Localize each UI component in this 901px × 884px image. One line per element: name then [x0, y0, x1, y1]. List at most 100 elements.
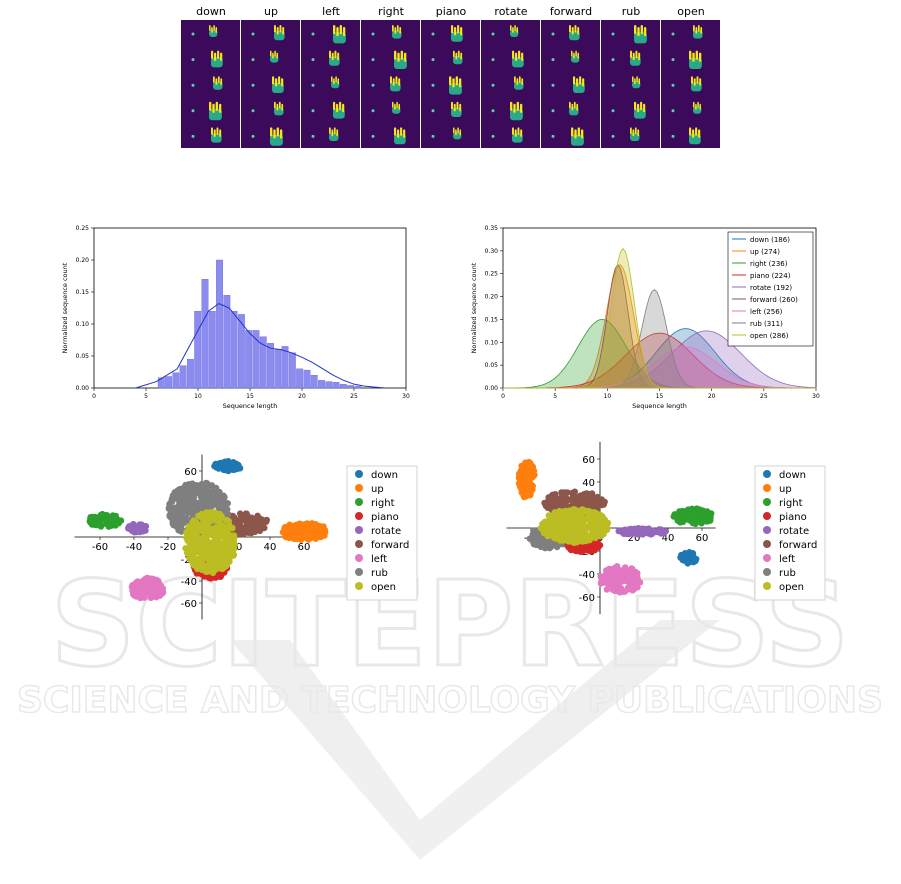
kde-xtick-label: 5	[553, 393, 557, 400]
tsne2-point-up	[525, 458, 532, 466]
hand-finger-up-0-3	[282, 27, 285, 35]
tsne1-point-up	[287, 525, 294, 533]
hand-palm-forward-0	[569, 31, 580, 41]
frame-dot-down-0	[191, 32, 195, 36]
tsne1-point-rub	[223, 510, 230, 517]
hist-bar	[310, 375, 318, 389]
frame-dot-open-1	[671, 58, 675, 62]
tsne1-point-left	[129, 587, 136, 594]
kde-ytick-label: 0.05	[485, 362, 499, 369]
tsne2-legend-label-right: right	[779, 498, 803, 509]
tsne1-legend-label-left: left	[371, 554, 387, 565]
hist-bar	[303, 369, 311, 389]
tsne1-legend-label-rub: rub	[371, 568, 388, 579]
hand-finger-rotate-3-0	[510, 101, 513, 111]
hist-xtick-label: 30	[402, 393, 410, 400]
hand-finger-piano-3-2	[456, 101, 459, 110]
hand-palm-left-0	[333, 32, 346, 44]
hand-finger-left-4-0	[329, 127, 331, 135]
hand-finger-rotate-1-1	[515, 52, 518, 61]
gesture-label-down: down	[196, 5, 226, 18]
tsne1-xtick-label: -60	[92, 542, 108, 553]
tsne1-point-rub	[178, 526, 185, 533]
hand-palm-piano-4	[453, 132, 462, 140]
hand-palm-rotate-3	[510, 109, 523, 121]
tsne2-point-forward	[585, 496, 593, 503]
hand-palm-up-4	[270, 134, 283, 146]
hand-palm-left-4	[329, 132, 339, 141]
tsne1-point-rub	[208, 503, 216, 510]
hand-finger-left-3-0	[333, 101, 336, 111]
hand-finger-open-2-2	[696, 76, 699, 84]
hist-bar	[267, 343, 274, 389]
tsne2-legend-label-rotate: rotate	[779, 526, 809, 537]
tsne2-point-open	[590, 514, 597, 521]
hand-palm-up-0	[274, 31, 285, 41]
hand-finger-forward-4-1	[574, 129, 577, 139]
hist-bar	[274, 349, 282, 389]
hand-finger-forward-3-2	[573, 101, 576, 109]
hand-finger-rub-3-0	[634, 101, 637, 111]
tsne1-point-forward	[248, 514, 255, 521]
hist-bar	[179, 365, 187, 389]
hand-finger-forward-2-1	[576, 78, 579, 87]
tsne1-point-forward	[251, 526, 258, 533]
gesture-frame-column-forward	[541, 20, 600, 148]
frame-dot-rub-2	[611, 83, 615, 87]
tsne1-legend-swatch-down	[355, 470, 363, 478]
hand-finger-up-2-0	[272, 76, 275, 85]
kde-xtick-label: 20	[708, 393, 716, 400]
hand-finger-rub-2-0	[632, 76, 634, 83]
tsne2-point-rub	[537, 535, 544, 543]
hand-palm-piano-1	[453, 56, 463, 65]
hand-palm-rub-1	[630, 56, 641, 66]
hand-finger-right-0-0	[392, 25, 394, 32]
watermark: SCITEPRESS SCIENCE AND TECHNOLOGY PUBLIC…	[16, 554, 884, 860]
hand-finger-piano-4-3	[459, 129, 462, 136]
hist-ytick-label: 0.25	[76, 225, 90, 232]
gesture-frame-column-up	[241, 20, 300, 148]
tsne2-ytick-label: -40	[579, 570, 595, 581]
tsne2-legend-swatch-right	[763, 498, 771, 506]
frame-dot-forward-0	[551, 32, 555, 36]
tsne1-point-left	[151, 579, 158, 586]
hand-finger-piano-2-2	[455, 76, 459, 86]
frame-dot-rotate-4	[491, 134, 495, 138]
tsne1-ytick-label: 60	[184, 467, 197, 478]
frame-dot-rub-1	[611, 58, 615, 62]
tsne1-point-open	[203, 568, 211, 575]
hand-finger-piano-4-0	[453, 127, 455, 134]
frame-dot-up-3	[251, 109, 255, 113]
tsne2-point-right	[679, 513, 686, 520]
kde-ytick-label: 0.10	[485, 339, 499, 346]
tsne1-point-piano	[207, 575, 215, 582]
hand-palm-left-2	[331, 81, 340, 89]
tsne1-ytick-label: -60	[181, 599, 197, 610]
tsne2-legend-swatch-down	[763, 470, 771, 478]
tsne1-point-up	[296, 524, 304, 531]
hand-finger-left-3-3	[342, 103, 345, 113]
frame-dot-rotate-2	[491, 83, 495, 87]
hand-finger-rub-3-3	[643, 103, 646, 113]
kde-xtick-label: 10	[604, 393, 612, 400]
hand-palm-rub-4	[630, 132, 640, 141]
hand-finger-down-2-2	[217, 76, 220, 83]
tsne1-point-rub	[175, 519, 182, 527]
tsne2-point-open	[598, 514, 605, 522]
hand-finger-open-3-1	[695, 103, 697, 110]
frame-dot-rotate-0	[491, 32, 495, 36]
tsne2-point-open	[592, 534, 599, 542]
hand-finger-right-4-0	[394, 127, 397, 136]
kde-ytick-label: 0.20	[485, 294, 499, 301]
tsne2-point-left	[613, 563, 621, 570]
frame-dot-right-0	[371, 32, 375, 36]
hand-finger-rub-4-3	[637, 129, 640, 137]
hand-finger-up-2-1	[275, 78, 278, 87]
kde-xlabel: Sequence length	[632, 402, 687, 410]
hand-finger-up-1-3	[276, 52, 279, 59]
kde-legend-label-left: left (256)	[750, 308, 783, 316]
hand-palm-piano-2	[449, 83, 462, 95]
tsne1-legend-label-open: open	[371, 582, 396, 593]
frame-dot-forward-3	[551, 109, 555, 113]
kde-legend-label-right: right (236)	[750, 260, 788, 268]
